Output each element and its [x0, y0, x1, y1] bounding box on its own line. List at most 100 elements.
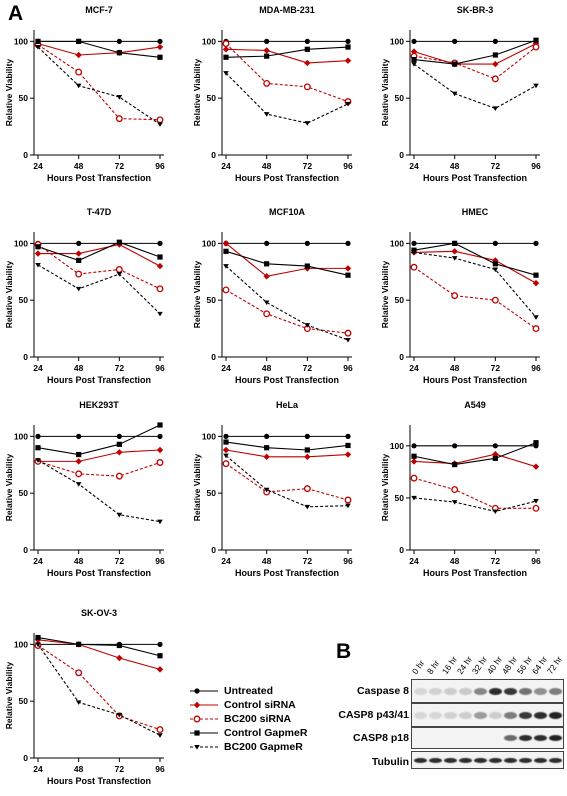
- data-point: [303, 485, 311, 493]
- x-tick-label: 72: [303, 161, 313, 171]
- series-line: [225, 289, 349, 334]
- data-point: [35, 244, 41, 250]
- data-point: [116, 50, 122, 56]
- y-axis-label: Relative Viability: [4, 454, 14, 522]
- data-point: [345, 240, 351, 246]
- x-tick-label: 96: [155, 556, 165, 566]
- y-axis-label: Relative Viability: [4, 261, 14, 329]
- data-point: [115, 266, 123, 273]
- x-tick-label: 48: [74, 363, 84, 373]
- legend-item-bc200-sirna: BC200 siRNA: [188, 712, 338, 726]
- band-label-p43-41: CASP8 p43/41: [338, 709, 409, 721]
- data-point: [263, 79, 271, 87]
- chart-sk-ov-3: SK-OV-3 0 50 100 24 48 72 96 Hours Post Transfec…: [4, 608, 165, 786]
- y-tick-label: 100: [14, 431, 28, 441]
- data-point: [411, 38, 417, 44]
- y-axis-label: Relative Viability: [4, 59, 14, 127]
- y-tick-label: 50: [395, 493, 405, 503]
- blot-band: [549, 758, 562, 763]
- data-point: [492, 60, 499, 68]
- y-tick-label: 100: [14, 639, 28, 649]
- series-control-sirna: [410, 40, 540, 68]
- chart-title: HEK293T: [79, 400, 119, 410]
- y-tick-label: 0: [211, 150, 216, 160]
- legend-label: BC200 GapmeR: [224, 741, 303, 753]
- data-point: [35, 445, 41, 451]
- data-point: [492, 443, 498, 449]
- series-control-gapmer: [411, 240, 539, 278]
- blot-band: [504, 712, 517, 719]
- data-point: [344, 496, 352, 504]
- series-bc200-sirna: [410, 263, 540, 333]
- data-point: [156, 726, 164, 734]
- panel-label-a: A: [8, 2, 24, 25]
- data-point: [451, 500, 458, 505]
- data-point: [304, 59, 311, 67]
- data-point: [116, 512, 123, 518]
- series-bc200-gapmer: [35, 262, 163, 317]
- lane-label: 64 hr: [529, 654, 550, 676]
- blot-band: [519, 758, 532, 763]
- data-point: [451, 248, 458, 255]
- data-point: [410, 474, 418, 482]
- data-point: [263, 300, 270, 306]
- y-tick-label: 50: [207, 488, 217, 498]
- data-point: [35, 45, 41, 50]
- series-line: [413, 242, 537, 276]
- data-point: [34, 250, 42, 257]
- x-tick-label: 24: [33, 764, 43, 774]
- x-axis-label: Hours Post Transfection: [47, 776, 151, 786]
- y-tick-label: 100: [202, 238, 216, 248]
- data-point: [451, 486, 459, 494]
- blot-row-caspase8: [411, 679, 564, 703]
- data-point: [411, 453, 417, 459]
- data-point: [263, 310, 271, 318]
- blot-row-p18: [411, 727, 564, 749]
- series-bc200-sirna: [34, 642, 164, 734]
- data-point: [75, 669, 83, 677]
- y-tick-label: 0: [211, 545, 216, 555]
- y-tick-label: 50: [19, 295, 29, 305]
- legend-item-control-sirna: Control siRNA: [188, 698, 338, 712]
- x-axis-label: Hours Post Transfection: [235, 568, 339, 578]
- data-point: [223, 433, 229, 439]
- data-point: [75, 700, 82, 705]
- legend-marker: [194, 745, 200, 750]
- data-point: [157, 653, 163, 659]
- y-axis-label: Relative Viability: [192, 59, 202, 127]
- series-line: [413, 39, 537, 65]
- y-tick-label: 100: [390, 238, 404, 248]
- x-tick-label: 72: [115, 363, 125, 373]
- data-point: [157, 433, 163, 439]
- data-point: [532, 43, 540, 51]
- data-point: [115, 115, 123, 123]
- data-point: [156, 446, 164, 454]
- y-tick-label: 50: [19, 696, 29, 706]
- chart-mcf10a: MCF10A 0 50 100 24 48 72 96 Hours Post Transfect…: [192, 207, 353, 385]
- data-point: [345, 38, 351, 44]
- chart-hela: HeLa 0 50 100 24 48 72 96 Hours Post Transfectio…: [192, 400, 353, 578]
- y-tick-label: 50: [207, 295, 217, 305]
- x-axis-label: Hours Post Transfection: [235, 375, 339, 385]
- x-tick-label: 72: [303, 363, 313, 373]
- data-point: [264, 240, 270, 246]
- series-control-gapmer: [35, 422, 163, 458]
- data-point: [452, 240, 458, 246]
- legend-swatch-icon: [190, 688, 218, 694]
- data-point: [532, 463, 540, 470]
- legend-label: BC200 siRNA: [224, 713, 292, 725]
- x-tick-label: 72: [115, 556, 125, 566]
- legend-label: Untreated: [224, 685, 274, 697]
- data-point: [76, 38, 82, 44]
- data-point: [345, 44, 351, 50]
- data-point: [75, 83, 82, 89]
- data-point: [451, 91, 458, 97]
- legend-item-control-gapmer: Control GapmeR: [188, 726, 338, 740]
- y-tick-label: 100: [202, 36, 216, 46]
- data-point: [264, 38, 270, 44]
- data-point: [411, 495, 417, 501]
- data-point: [116, 642, 122, 649]
- lane-label: 32 hr: [469, 654, 490, 676]
- series-bc200-gapmer: [223, 71, 351, 126]
- data-point: [222, 446, 230, 454]
